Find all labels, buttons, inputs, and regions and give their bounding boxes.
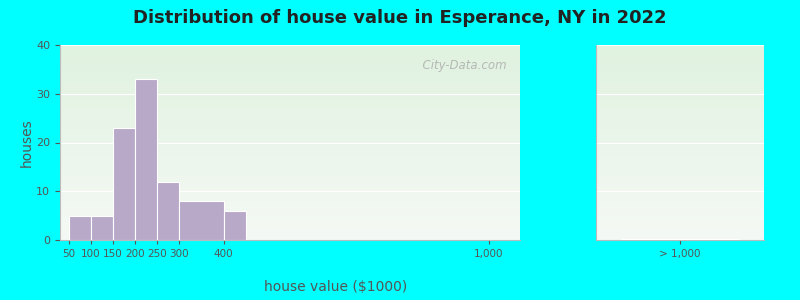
Bar	[69, 216, 91, 240]
Bar	[179, 201, 224, 240]
Text: Distribution of house value in Esperance, NY in 2022: Distribution of house value in Esperance…	[133, 9, 667, 27]
Text: City-Data.com: City-Data.com	[414, 58, 506, 72]
Bar	[91, 216, 113, 240]
Bar	[622, 239, 739, 240]
Text: house value ($1000): house value ($1000)	[264, 280, 408, 294]
Bar	[158, 182, 179, 240]
Bar	[135, 79, 158, 240]
Bar	[113, 128, 135, 240]
Bar	[224, 211, 246, 240]
Y-axis label: houses: houses	[19, 118, 34, 167]
